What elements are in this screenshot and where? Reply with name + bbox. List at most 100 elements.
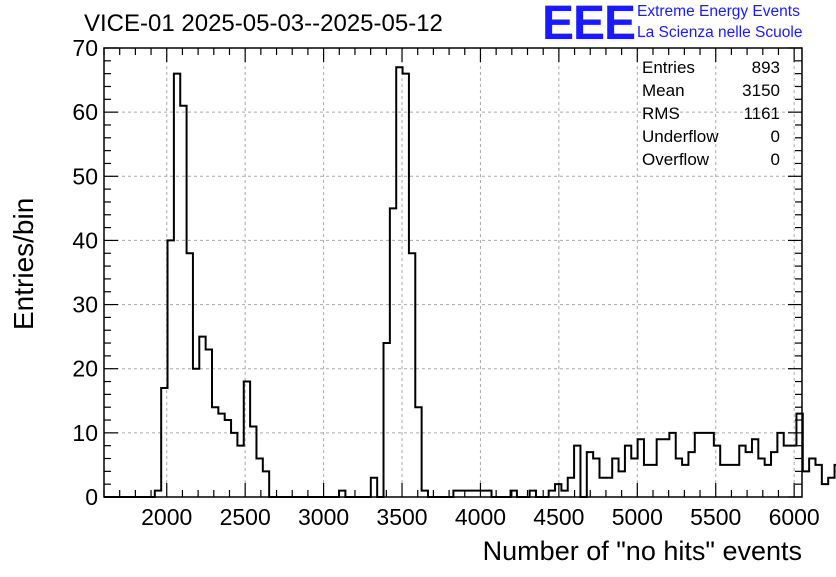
histogram-bin: [720, 465, 726, 497]
histogram-bin: [682, 465, 688, 497]
histogram-bin: [733, 465, 739, 497]
stats-box: Entries 893 Mean 3150 RMS 1161 Underflow…: [638, 58, 782, 173]
y-axis-label: Entries/bin: [8, 197, 39, 330]
stats-value: 0: [770, 127, 780, 146]
stats-key: Overflow: [642, 150, 710, 169]
histogram-bin: [161, 388, 167, 497]
stats-key: RMS: [642, 104, 680, 123]
histogram-bin: [168, 240, 174, 497]
histogram-bin: [409, 253, 415, 497]
histogram-bin: [339, 491, 345, 497]
histogram-bin: [822, 484, 828, 497]
histogram-bin: [403, 74, 409, 497]
stats-key: Mean: [642, 81, 685, 100]
histogram-bin: [606, 478, 612, 497]
stats-row-overflow: Overflow 0: [638, 150, 782, 173]
histogram-bin: [568, 478, 574, 497]
histogram-bin: [256, 459, 262, 497]
histogram-bin: [803, 471, 809, 497]
histogram-bin: [250, 426, 256, 497]
histogram-bin: [574, 446, 580, 497]
histogram-bin: [422, 491, 428, 497]
histogram-bin: [155, 491, 161, 497]
stats-row-mean: Mean 3150: [638, 81, 782, 104]
histogram-bin: [600, 478, 606, 497]
histogram-bin: [758, 459, 764, 497]
plot-frame: [103, 47, 803, 498]
x-tick-label: 2000: [141, 504, 192, 530]
histogram-bin: [612, 459, 618, 497]
histogram-bin: [549, 491, 555, 497]
stats-key: Entries: [642, 58, 695, 77]
histogram-bin: [453, 491, 459, 497]
histogram-bin: [225, 420, 231, 497]
histogram-bin: [396, 67, 402, 497]
histogram-bin: [593, 459, 599, 497]
y-tick-label: 50: [72, 163, 98, 189]
stats-value: 893: [751, 58, 780, 77]
histogram-bin: [701, 433, 707, 497]
x-tick-label: 4000: [455, 504, 506, 530]
axis-ticks: [103, 47, 802, 498]
stats-row-entries: Entries 893: [638, 58, 782, 81]
histogram-bin: [644, 465, 650, 497]
x-tick-label: 2500: [220, 504, 271, 530]
x-tick-label: 3500: [376, 504, 427, 530]
histogram-bin: [815, 465, 821, 497]
logo-subtitle-1: Extreme Energy Events: [637, 3, 800, 20]
histogram-bin: [676, 459, 682, 497]
histogram-bin: [663, 439, 669, 497]
x-tick-label: 5000: [612, 504, 663, 530]
stats-value: 3150: [742, 81, 780, 100]
eee-logo: EEE: [542, 0, 636, 50]
histogram-bin: [784, 446, 790, 497]
y-tick-label: 20: [72, 356, 98, 382]
histogram-bin: [244, 382, 250, 497]
histogram-bin: [828, 478, 834, 497]
histogram-bin: [809, 459, 815, 497]
histogram-bin: [472, 491, 478, 497]
histogram-bin: [218, 414, 224, 497]
x-tick-label: 3000: [298, 504, 349, 530]
histogram-bin: [714, 446, 720, 497]
histogram-bin: [739, 446, 745, 497]
histogram-bin: [530, 491, 536, 497]
chart-title: VICE-01 2025-05-03--2025-05-12: [84, 10, 443, 37]
histogram-bin: [206, 349, 212, 497]
histogram-bin: [384, 343, 390, 497]
histogram-bin: [187, 253, 193, 497]
stats-value: 1161: [743, 104, 780, 123]
histogram-bin: [688, 452, 694, 497]
histogram-bin: [561, 491, 567, 497]
histogram-bin: [193, 369, 199, 497]
histogram-bin: [199, 337, 205, 497]
plot-border: [103, 47, 803, 498]
y-tick-label: 0: [85, 484, 98, 510]
histogram-bin: [631, 459, 637, 497]
histogram-bin: [263, 471, 269, 497]
x-tick-label: 4500: [533, 504, 584, 530]
x-axis-label: Number of "no hits" events: [482, 536, 802, 566]
tick-labels: 2000 2500 3000 3500 4000 4500 5000 5500 60000102…: [72, 35, 819, 530]
histogram-outline: [104, 66, 836, 498]
histogram-bin: [765, 465, 771, 497]
stats-row-underflow: Underflow 0: [638, 127, 782, 150]
histogram-bin: [390, 208, 396, 497]
histogram-bin: [625, 446, 631, 497]
histogram-bin: [555, 484, 561, 497]
histogram-bin: [777, 433, 783, 497]
histogram-series: [104, 66, 836, 498]
x-tick-label: 6000: [769, 504, 820, 530]
y-tick-label: 70: [72, 35, 98, 61]
histogram-bin: [695, 433, 701, 497]
y-tick-label: 30: [72, 292, 98, 318]
y-tick-label: 10: [72, 420, 98, 446]
histogram-bin: [479, 491, 485, 497]
histogram-bin: [371, 478, 377, 497]
histogram-bin: [174, 74, 180, 497]
histogram-bin: [415, 407, 421, 497]
stats-row-rms: RMS 1161: [638, 104, 782, 127]
histogram-bin: [231, 433, 237, 497]
